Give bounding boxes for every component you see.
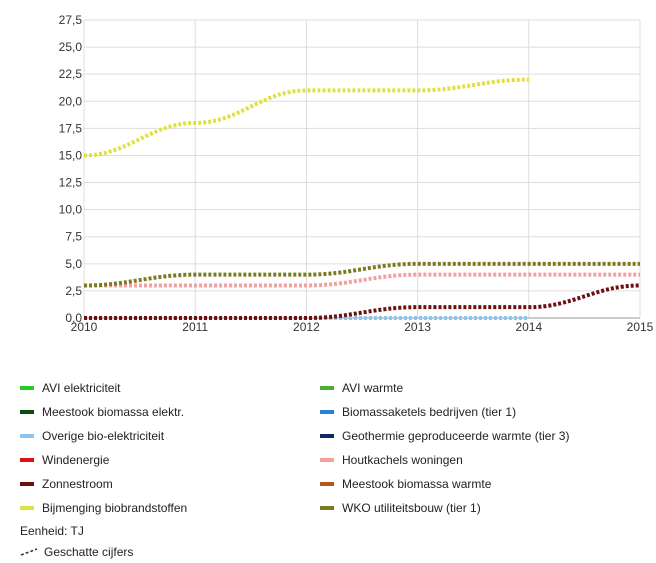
series-line [84, 272, 640, 288]
y-tick-label: 5,0 [65, 257, 82, 271]
legend-item: Windenergie [20, 452, 320, 468]
y-tick-label: 17,5 [59, 121, 83, 135]
legend-label: Meestook biomassa warmte [342, 477, 492, 491]
y-tick-label: 10,0 [59, 203, 83, 217]
legend-swatch [20, 386, 34, 390]
y-tick-label: 15,0 [59, 148, 83, 162]
y-tick-label: 2,5 [65, 284, 82, 298]
x-tick-label: 2012 [293, 320, 320, 334]
legend-item: Houtkachels woningen [320, 452, 620, 468]
legend-item: Meestook biomassa warmte [320, 476, 620, 492]
legend-swatch [320, 458, 334, 462]
legend-label: AVI warmte [342, 381, 404, 395]
legend-swatch [320, 482, 334, 486]
legend-label: Zonnestroom [42, 477, 113, 491]
unit-label: Eenheid: TJ [20, 524, 84, 538]
legend-label: Biomassaketels bedrijven (tier 1) [342, 405, 517, 419]
legend-label: Houtkachels woningen [342, 453, 463, 467]
legend-swatch [320, 434, 334, 438]
x-tick-label: 2014 [515, 320, 542, 334]
legend-label: Overige bio-elektriciteit [42, 429, 165, 443]
x-tick-label: 2010 [71, 320, 98, 334]
legend-label: Windenergie [42, 453, 110, 467]
legend-item: Bijmenging biobrandstoffen [20, 500, 320, 516]
x-tick-label: 2011 [182, 320, 208, 334]
legend-item: AVI warmte [320, 380, 620, 396]
legend-swatch [320, 506, 334, 510]
legend-item: WKO utiliteitsbouw (tier 1) [320, 500, 620, 516]
legend-label: AVI elektriciteit [42, 381, 121, 395]
legend-item: Zonnestroom [20, 476, 320, 492]
estimated-note: Geschatte cijfers [20, 545, 133, 559]
legend-item: Meestook biomassa elektr. [20, 404, 320, 420]
legend-label: Bijmenging biobrandstoffen [42, 501, 188, 515]
legend-item: Geothermie geproduceerde warmte (tier 3) [320, 428, 620, 444]
legend-swatch [20, 506, 34, 510]
series-line [83, 261, 640, 288]
legend-label: Meestook biomassa elektr. [42, 405, 185, 419]
legend-item: Biomassaketels bedrijven (tier 1) [320, 404, 620, 420]
y-tick-label: 7,5 [65, 230, 82, 244]
x-tick-label: 2013 [404, 320, 431, 334]
legend-swatch [20, 410, 34, 414]
series-line [84, 283, 641, 320]
y-tick-label: 22,5 [59, 67, 83, 81]
y-tick-label: 25,0 [59, 40, 83, 54]
legend-swatch [320, 386, 334, 390]
legend-swatch [320, 410, 334, 414]
legend-swatch [20, 434, 34, 438]
legend: AVI elektriciteit AVI warmte Meestook biom… [20, 380, 640, 516]
y-tick-label: 27,5 [59, 13, 83, 27]
y-tick-label: 12,5 [59, 176, 83, 190]
line-chart: 0,0 2,5 5,0 7,5 10,0 12,5 15,0 17,5 20,0 22,5 25,0… [59, 13, 654, 334]
y-tick-label: 0,0 [65, 311, 82, 325]
legend-item: Overige bio-elektriciteit [20, 428, 320, 444]
x-tick-label: 2015 [627, 320, 654, 334]
legend-swatch [20, 482, 34, 486]
legend-label: WKO utiliteitsbouw (tier 1) [342, 501, 481, 515]
estimated-label: Geschatte cijfers [44, 545, 134, 559]
legend-swatch [20, 458, 34, 462]
legend-item: AVI elektriciteit [20, 380, 320, 396]
series-line [83, 77, 529, 158]
dashed-line-icon [20, 548, 38, 556]
y-tick-label: 20,0 [59, 94, 83, 108]
legend-label: Geothermie geproduceerde warmte (tier 3) [342, 429, 570, 443]
